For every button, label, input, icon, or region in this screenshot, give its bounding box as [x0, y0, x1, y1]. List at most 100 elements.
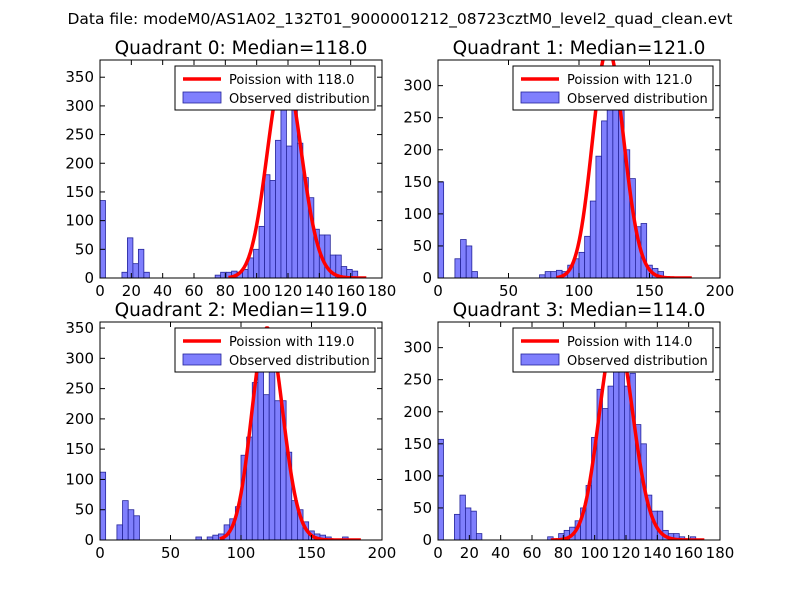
y-tick-label: 300	[403, 77, 432, 95]
y-tick-label: 250	[65, 126, 94, 144]
legend-bar-label: Observed distribution	[567, 92, 708, 107]
x-tick-label: 100	[227, 544, 256, 562]
x-tick-label: 200	[706, 282, 735, 300]
histogram-bar	[602, 408, 609, 540]
chart-panel-1: 0 50 100 150 200 0 50 100 150 200 250 300 Quadrant 1…	[403, 38, 734, 300]
axes-frame	[437, 321, 721, 541]
histogram-bar	[275, 139, 282, 278]
x-tick-label: 40	[153, 282, 172, 300]
y-tick-label: 150	[65, 440, 94, 458]
x-tick-label: 0	[95, 544, 105, 562]
y-tick-label: 100	[403, 467, 432, 485]
chart-title: Quadrant 0: Median=118.0	[115, 38, 368, 59]
legend: Poission with 121.0 Observed distribution	[512, 65, 714, 111]
y-tick-label: 350	[65, 68, 94, 86]
chart-panel-2: 0 50 100 150 200 0 50 100 150 200 250 300 350 Quadran…	[65, 300, 396, 562]
histogram-bars	[100, 351, 349, 540]
x-tick-label: 140	[643, 544, 672, 562]
chart-panel-0: 0 20 40 60 80 100 120 140 160 1800501001502002503…	[65, 38, 396, 300]
x-tick-label: 120	[612, 544, 641, 562]
histogram-bar	[195, 536, 202, 540]
chart-title: Quadrant 1: Median=121.0	[453, 38, 706, 59]
histogram-bar	[595, 155, 602, 278]
histogram-bar	[132, 263, 139, 278]
legend-bar-swatch	[520, 91, 560, 104]
chart-panel-3: 0 20 40 60 80 100 120 140 160 1800501001502002503…	[403, 300, 734, 562]
histogram-bar	[470, 510, 477, 540]
y-tick-label: 300	[403, 339, 432, 357]
histogram-bar	[607, 385, 614, 540]
y-tick-label: 50	[413, 237, 432, 255]
y-tick-label: 350	[65, 319, 94, 337]
histogram-bar	[116, 524, 123, 540]
histogram-bar	[274, 400, 281, 540]
y-tick-label: 0	[422, 269, 432, 287]
histogram-bar	[465, 507, 472, 540]
histogram-bar	[268, 351, 276, 540]
x-tick-label: 80	[554, 544, 573, 562]
x-tick-label: 180	[368, 282, 397, 300]
legend-bar-swatch	[520, 353, 560, 366]
y-tick-label: 100	[65, 470, 94, 488]
histogram-bar	[286, 145, 293, 278]
legend-bar-label: Observed distribution	[229, 354, 370, 369]
histogram-bar	[133, 515, 140, 540]
legend-curve-label: Poission with 118.0	[229, 73, 354, 88]
histogram-bar	[550, 271, 557, 278]
y-tick-label: 50	[75, 240, 94, 258]
y-tick-label: 250	[403, 109, 432, 127]
legend-curve-label: Poission with 114.0	[567, 335, 692, 350]
y-tick-label: 0	[84, 269, 94, 287]
x-tick-label: 40	[491, 544, 510, 562]
x-tick-label: 50	[161, 544, 180, 562]
x-tick-label: 80	[216, 282, 235, 300]
y-tick-label: 0	[422, 531, 432, 549]
legend-bar-swatch	[182, 353, 222, 366]
histogram-bar	[584, 235, 591, 278]
y-tick-label: 50	[413, 499, 432, 517]
histogram-bar	[454, 258, 461, 278]
histogram-bar	[459, 494, 466, 540]
x-tick-label: 100	[565, 282, 594, 300]
x-tick-label: 100	[580, 544, 609, 562]
y-tick-label: 300	[65, 97, 94, 115]
histogram-bar	[258, 225, 265, 278]
legend: Poission with 118.0 Observed distribution	[174, 65, 376, 111]
x-tick-label: 0	[433, 544, 443, 562]
x-tick-label: 160	[336, 282, 365, 300]
x-tick-label: 0	[433, 282, 443, 300]
x-tick-label: 20	[460, 544, 479, 562]
x-tick-label: 180	[706, 544, 735, 562]
histogram-bar	[438, 438, 444, 540]
legend: Poission with 114.0 Observed distribution	[512, 327, 714, 373]
histogram-bar	[454, 513, 461, 540]
y-tick-label: 300	[65, 349, 94, 367]
histogram-bar	[127, 237, 134, 278]
histogram-bar	[263, 394, 270, 540]
histogram-bar	[618, 353, 625, 540]
y-tick-label: 150	[65, 183, 94, 201]
histogram-bar	[100, 200, 106, 278]
histogram-bar	[212, 534, 219, 540]
x-tick-label: 0	[95, 282, 105, 300]
x-tick-label: 120	[274, 282, 303, 300]
histogram-bar	[264, 174, 271, 278]
chart-title: Quadrant 2: Median=119.0	[115, 300, 368, 321]
x-tick-label: 140	[305, 282, 334, 300]
histogram-bar	[100, 471, 107, 540]
y-tick-label: 150	[403, 435, 432, 453]
legend: Poission with 119.0 Observed distribution	[174, 327, 376, 373]
chart-title: Quadrant 3: Median=114.0	[453, 300, 706, 321]
histogram-bar	[613, 353, 620, 540]
x-tick-label: 50	[499, 282, 518, 300]
histogram-bar	[601, 120, 608, 278]
histogram-bar	[589, 200, 597, 278]
y-tick-label: 100	[65, 212, 94, 230]
histogram-bar	[280, 105, 287, 278]
histogram-bar	[137, 248, 145, 278]
histogram-bar	[544, 271, 552, 278]
legend-bar-label: Observed distribution	[567, 354, 708, 369]
x-tick-label: 20	[122, 282, 141, 300]
x-tick-label: 60	[184, 282, 203, 300]
y-tick-label: 250	[403, 371, 432, 389]
